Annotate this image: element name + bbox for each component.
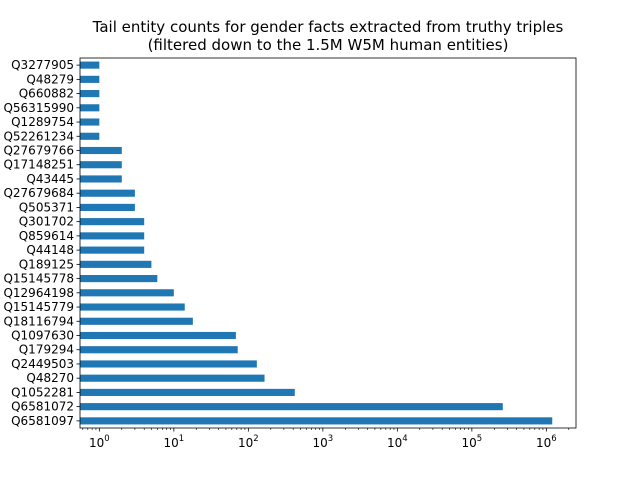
y-tick-label: Q12964198 [3,286,74,300]
y-tick-label: Q660882 [19,87,74,101]
chart-title-line: Tail entity counts for gender facts extr… [92,18,564,36]
x-tick-label: 101 [163,434,184,450]
y-tick-label: Q48279 [26,72,74,86]
y-tick-label: Q6581072 [11,400,74,414]
bar [80,146,122,155]
x-tick-base: 10 [163,436,178,450]
bar [80,260,152,268]
y-tick-label: Q6581097 [11,414,74,428]
plot-frame [79,57,577,429]
bar [80,246,145,254]
bar [80,303,185,311]
y-tick-label: Q27679684 [3,186,74,200]
x-tick-exponent: 1 [179,434,184,444]
x-tick-label: 105 [461,434,482,450]
chart-title-line: (filtered down to the 1.5M W5M human ent… [148,36,509,54]
y-tick-label: Q179294 [19,343,74,357]
bar [80,104,100,112]
y-tick-label: Q189125 [19,257,74,271]
bar [80,331,236,340]
y-tick-label: Q505371 [19,200,74,214]
bar [80,203,135,211]
bar [80,132,100,140]
y-tick-label: Q48270 [26,371,74,385]
x-tick-label: 100 [89,434,110,450]
y-tick-label: Q52261234 [3,129,74,143]
y-tick-label: Q2449503 [11,357,74,371]
y-tick-label: Q15145778 [3,272,74,286]
x-tick-exponent: 3 [328,434,333,444]
x-axis: 100 101 102 103 104 105 106 [82,428,570,450]
bar [80,232,145,240]
x-tick-base: 10 [461,436,476,450]
y-axis: Q6581097Q6581072Q1052281Q48270Q2449503Q1… [3,58,80,428]
bars-group [80,61,553,425]
y-tick-label: Q1052281 [11,385,74,399]
x-tick-label: 103 [312,434,333,450]
bar [80,61,100,69]
y-tick-label: Q301702 [19,215,74,229]
bar [80,275,158,283]
x-tick-exponent: 2 [253,434,258,444]
x-tick-exponent: 4 [402,434,407,444]
x-tick-exponent: 6 [551,434,556,444]
bar [80,75,100,83]
bar [80,317,193,325]
bar [80,360,257,368]
y-tick-label: Q1097630 [11,329,74,343]
y-tick-label: Q1289754 [11,115,74,129]
bar [80,346,238,354]
bar [80,90,100,98]
x-tick-label: 106 [536,434,557,450]
chart-title: Tail entity counts for gender facts extr… [92,18,564,54]
bar [80,161,122,169]
bar [80,189,135,197]
y-tick-label: Q17148251 [3,158,74,172]
x-tick-label: 102 [238,434,259,450]
x-tick-exponent: 5 [477,434,482,444]
y-tick-label: Q56315990 [3,101,74,115]
y-tick-label: Q27679766 [3,144,74,158]
x-tick-label: 104 [387,434,408,450]
y-tick-label: Q18116794 [3,314,74,328]
y-tick-label: Q44148 [26,243,74,257]
y-tick-label: Q859614 [19,229,74,243]
y-tick-label: Q3277905 [11,58,74,72]
y-tick-label: Q15145779 [3,300,74,314]
bar [80,388,295,396]
x-tick-base: 10 [89,436,104,450]
bar [80,175,122,183]
bar [80,218,145,226]
y-tick-label: Q43445 [26,172,74,186]
x-tick-base: 10 [312,436,327,450]
bar [80,403,503,411]
x-tick-base: 10 [387,436,402,450]
bar [80,118,100,126]
bar [80,374,265,382]
x-tick-exponent: 0 [104,434,109,444]
x-tick-base: 10 [238,436,253,450]
x-tick-base: 10 [536,436,551,450]
bar [80,289,174,297]
bar [80,417,553,425]
